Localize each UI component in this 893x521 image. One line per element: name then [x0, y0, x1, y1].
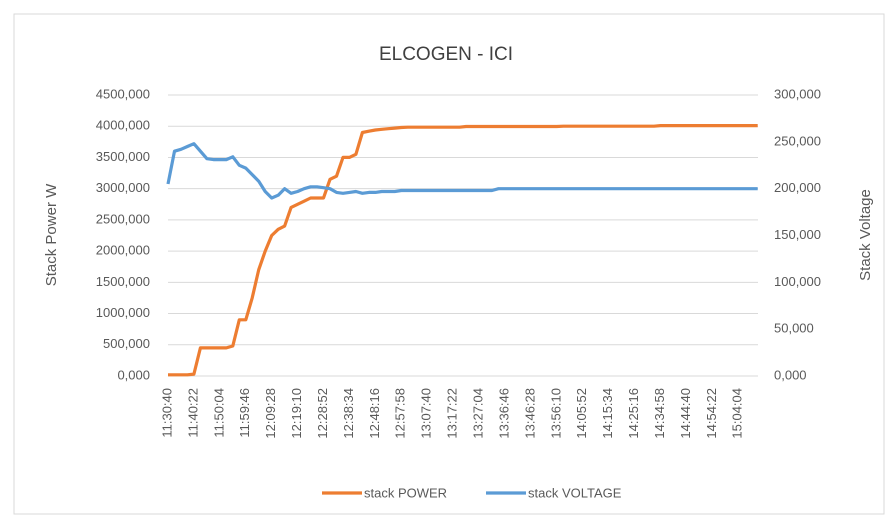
x-tick-label: 13:56:10 [548, 388, 563, 439]
legend-label: stack VOLTAGE [528, 485, 622, 500]
y-tick-label: 0,000 [117, 367, 150, 382]
legend-label: stack POWER [364, 485, 447, 500]
x-tick-label: 13:46:28 [522, 388, 537, 439]
y-tick-label: 2500,000 [96, 211, 150, 226]
y-tick-label: 4000,000 [96, 118, 150, 133]
x-tick-label: 12:57:58 [393, 388, 408, 439]
x-tick-label: 13:36:46 [496, 388, 511, 439]
x-tick-label: 12:28:52 [315, 388, 330, 439]
x-tick-label: 14:25:16 [626, 388, 641, 439]
y-tick-label: 3500,000 [96, 149, 150, 164]
x-tick-label: 12:38:34 [341, 388, 356, 439]
x-tick-label: 14:05:52 [574, 388, 589, 439]
x-tick-label: 14:54:22 [704, 388, 719, 439]
y2-tick-label: 200,000 [774, 180, 821, 195]
x-tick-label: 14:44:40 [678, 388, 693, 439]
y2-tick-label: 300,000 [774, 86, 821, 101]
x-tick-label: 13:17:22 [445, 388, 460, 439]
y-tick-label: 3000,000 [96, 180, 150, 195]
x-tick-label: 12:19:10 [289, 388, 304, 439]
y-tick-label: 1500,000 [96, 274, 150, 289]
x-tick-label: 12:48:16 [367, 388, 382, 439]
x-tick-label: 12:09:28 [263, 388, 278, 439]
y-tick-label: 2000,000 [96, 243, 150, 258]
x-tick-label: 15:04:04 [730, 388, 745, 439]
y2-tick-label: 100,000 [774, 274, 821, 289]
y-axis-title: Stack Power W [43, 183, 60, 286]
series-line [168, 124, 758, 377]
chart-title: ELCOGEN - ICI [379, 44, 513, 65]
x-tick-label: 14:34:58 [652, 388, 667, 439]
x-tick-label: 11:40:22 [185, 388, 200, 438]
x-tick-label: 14:15:34 [600, 388, 615, 439]
y2-tick-label: 50,000 [774, 321, 814, 336]
x-tick-label: 11:50:04 [211, 388, 226, 438]
series-line [166, 142, 758, 200]
x-tick-label: 11:59:46 [237, 388, 252, 438]
y-tick-label: 4500,000 [96, 86, 150, 101]
x-tick-label: 13:27:04 [470, 388, 485, 439]
y2-tick-label: 150,000 [774, 227, 821, 242]
chart-border [13, 13, 885, 515]
y2-tick-label: 0,000 [774, 367, 807, 382]
y2-axis-title: Stack Voltage [857, 189, 874, 281]
y-tick-label: 500,000 [103, 336, 150, 351]
x-tick-label: 11:30:40 [159, 388, 174, 438]
x-tick-label: 13:07:40 [419, 388, 434, 439]
y-tick-label: 1000,000 [96, 305, 150, 320]
y2-tick-label: 250,000 [774, 133, 821, 148]
